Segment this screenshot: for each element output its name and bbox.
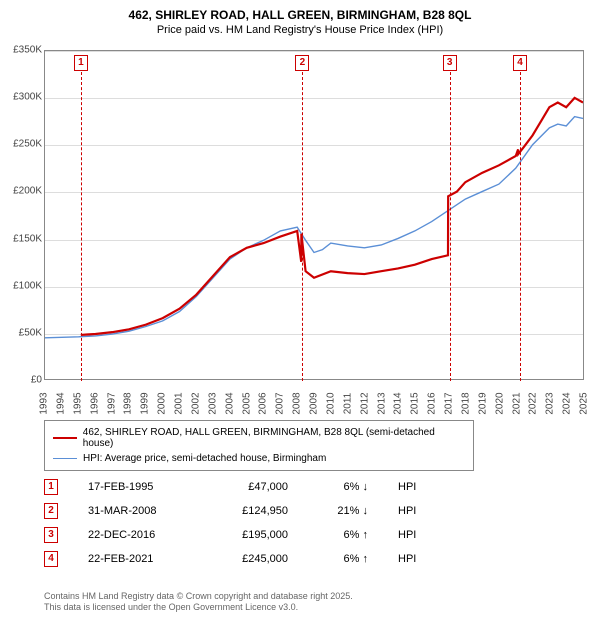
x-axis-label: 1998 [123,392,134,414]
x-axis-label: 2022 [528,392,539,414]
x-axis-label: 2015 [410,392,421,414]
y-axis-label: £250K [2,139,42,150]
sale-hpi-tag: HPI [398,553,428,565]
x-axis-label: 1999 [140,392,151,414]
y-axis-label: £50K [2,327,42,338]
x-axis-label: 2024 [562,392,573,414]
sale-hpi-tag: HPI [398,505,428,517]
x-axis-label: 2019 [477,392,488,414]
chart-subtitle: Price paid vs. HM Land Registry's House … [0,24,600,42]
x-axis-label: 1993 [39,392,50,414]
sale-price: £124,950 [208,505,288,517]
chart-lines [45,51,583,379]
legend-swatch [53,437,77,439]
legend-label: 462, SHIRLEY ROAD, HALL GREEN, BIRMINGHA… [83,427,465,449]
x-axis-label: 2000 [157,392,168,414]
x-axis-label: 2021 [511,392,522,414]
sale-price: £47,000 [208,481,288,493]
x-axis-label: 2001 [174,392,185,414]
marker-line [302,67,303,381]
sale-delta: 6% ↑ [318,529,368,541]
sale-date: 17-FEB-1995 [88,481,178,493]
y-axis-label: £300K [2,92,42,103]
sale-row: 3 22-DEC-2016 £195,000 6% ↑ HPI [44,523,428,547]
x-axis-label: 2017 [444,392,455,414]
marker-box: 1 [74,55,88,71]
sale-hpi-tag: HPI [398,529,428,541]
x-axis-label: 2025 [579,392,590,414]
marker-line [520,67,521,381]
x-axis-label: 1994 [55,392,66,414]
x-axis-label: 2018 [460,392,471,414]
legend-row: 462, SHIRLEY ROAD, HALL GREEN, BIRMINGHA… [53,425,465,451]
y-axis-label: £0 [2,375,42,386]
marker-box: 2 [295,55,309,71]
x-axis-label: 2014 [393,392,404,414]
sale-date: 22-FEB-2021 [88,553,178,565]
x-axis-label: 2011 [342,393,353,415]
x-axis-label: 2006 [258,392,269,414]
x-axis-label: 1995 [72,392,83,414]
x-axis-label: 2007 [275,392,286,414]
marker-line [450,67,451,381]
x-axis-label: 1997 [106,392,117,414]
x-axis-label: 2012 [359,392,370,414]
marker-box: 4 [513,55,527,71]
footer-line-1: Contains HM Land Registry data © Crown c… [44,591,353,603]
marker-box: 3 [443,55,457,71]
x-axis-label: 2023 [545,392,556,414]
legend-swatch [53,458,77,459]
legend-box: 462, SHIRLEY ROAD, HALL GREEN, BIRMINGHA… [44,420,474,471]
sale-price: £195,000 [208,529,288,541]
sale-hpi-tag: HPI [398,481,428,493]
sale-row: 4 22-FEB-2021 £245,000 6% ↑ HPI [44,547,428,571]
x-axis-label: 2003 [207,392,218,414]
x-axis-label: 2013 [376,392,387,414]
footer-attribution: Contains HM Land Registry data © Crown c… [44,591,353,614]
sale-date: 22-DEC-2016 [88,529,178,541]
x-axis-label: 1996 [89,392,100,414]
x-axis-label: 2016 [427,392,438,414]
series-hpi [45,117,583,338]
legend-row: HPI: Average price, semi-detached house,… [53,451,465,466]
sale-index: 1 [44,479,58,495]
footer-line-2: This data is licensed under the Open Gov… [44,602,353,614]
y-axis-label: £350K [2,45,42,56]
sale-index: 4 [44,551,58,567]
x-axis-label: 2010 [325,392,336,414]
sales-table: 1 17-FEB-1995 £47,000 6% ↓ HPI 2 31-MAR-2008 £1… [44,475,428,571]
sale-index: 2 [44,503,58,519]
x-axis-label: 2020 [494,392,505,414]
x-axis-label: 2009 [309,392,320,414]
sale-delta: 21% ↓ [318,505,368,517]
y-axis-label: £200K [2,186,42,197]
sale-date: 31-MAR-2008 [88,505,178,517]
chart-plot-area: 1 2 3 4 [44,50,584,380]
sale-row: 1 17-FEB-1995 £47,000 6% ↓ HPI [44,475,428,499]
series-price_paid [81,98,583,335]
x-axis-label: 2008 [292,392,303,414]
sale-price: £245,000 [208,553,288,565]
chart-title: 462, SHIRLEY ROAD, HALL GREEN, BIRMINGHA… [0,0,600,24]
x-axis-label: 2005 [241,392,252,414]
x-axis-label: 2004 [224,392,235,414]
sale-delta: 6% ↓ [318,481,368,493]
legend-label: HPI: Average price, semi-detached house,… [83,453,326,464]
sale-delta: 6% ↑ [318,553,368,565]
y-axis-label: £150K [2,233,42,244]
x-axis-label: 2002 [190,392,201,414]
sale-index: 3 [44,527,58,543]
y-axis-label: £100K [2,280,42,291]
marker-line [81,67,82,381]
sale-row: 2 31-MAR-2008 £124,950 21% ↓ HPI [44,499,428,523]
